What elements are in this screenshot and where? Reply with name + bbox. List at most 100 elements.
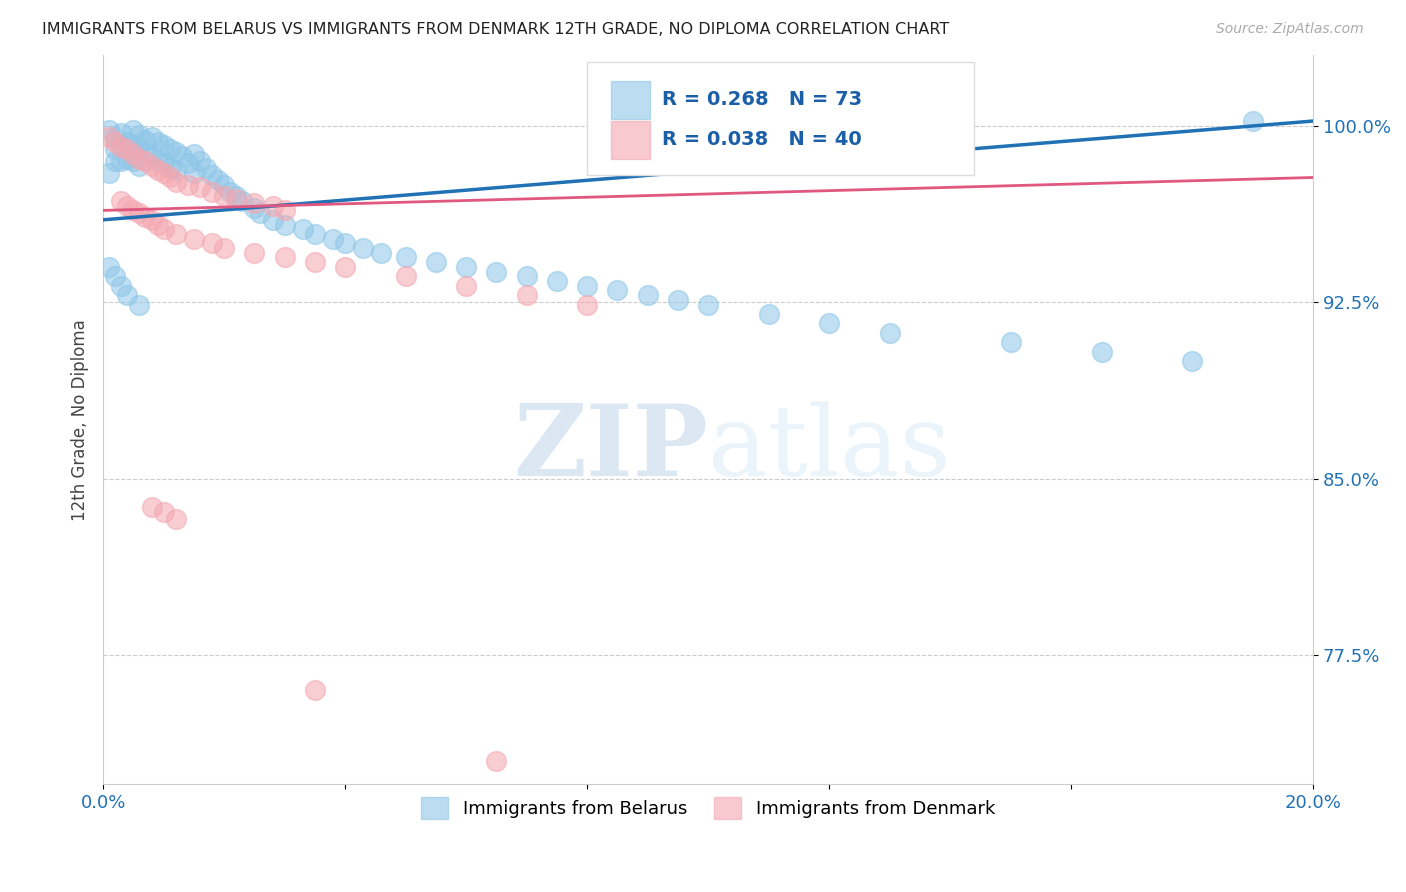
Point	[183, 232, 205, 246]
Point	[249, 206, 271, 220]
Point	[1181, 354, 1204, 368]
Point	[152, 156, 174, 170]
Point	[395, 269, 418, 284]
Point	[122, 153, 145, 168]
Point	[110, 126, 132, 140]
Point	[104, 153, 127, 168]
Point	[117, 135, 139, 149]
Point	[485, 754, 508, 768]
Point	[141, 212, 163, 227]
Point	[304, 683, 326, 698]
Point	[128, 159, 150, 173]
Point	[352, 241, 374, 255]
Point	[146, 218, 169, 232]
Point	[201, 236, 224, 251]
Point	[1000, 335, 1022, 350]
Point	[576, 297, 599, 311]
Point	[818, 316, 841, 330]
Point	[485, 264, 508, 278]
Point	[322, 232, 344, 246]
Text: R = 0.038   N = 40: R = 0.038 N = 40	[662, 130, 862, 149]
Point	[141, 500, 163, 514]
Point	[110, 137, 132, 152]
Point	[576, 278, 599, 293]
Point	[212, 189, 235, 203]
Point	[516, 288, 538, 302]
Point	[104, 142, 127, 156]
Point	[262, 199, 284, 213]
Legend: Immigrants from Belarus, Immigrants from Denmark: Immigrants from Belarus, Immigrants from…	[413, 790, 1002, 827]
Point	[177, 178, 200, 192]
Point	[183, 166, 205, 180]
Point	[177, 156, 200, 170]
Point	[152, 504, 174, 518]
Point	[117, 288, 139, 302]
Point	[212, 241, 235, 255]
Point	[165, 163, 187, 178]
Point	[212, 178, 235, 192]
Point	[291, 222, 314, 236]
Point	[128, 128, 150, 142]
Text: atlas: atlas	[709, 401, 950, 497]
Point	[104, 135, 127, 149]
Point	[110, 153, 132, 168]
Point	[201, 185, 224, 199]
Point	[225, 189, 247, 203]
Y-axis label: 12th Grade, No Diploma: 12th Grade, No Diploma	[72, 319, 89, 521]
Point	[128, 142, 150, 156]
Point	[117, 199, 139, 213]
Point	[146, 153, 169, 168]
Point	[243, 196, 266, 211]
Point	[370, 245, 392, 260]
Point	[128, 206, 150, 220]
Point	[117, 152, 139, 166]
Point	[243, 245, 266, 260]
Point	[98, 123, 121, 137]
Point	[152, 137, 174, 152]
Point	[122, 203, 145, 218]
FancyBboxPatch shape	[612, 120, 650, 159]
FancyBboxPatch shape	[588, 62, 974, 176]
Text: Source: ZipAtlas.com: Source: ZipAtlas.com	[1216, 22, 1364, 37]
Point	[333, 260, 356, 274]
Point	[546, 274, 568, 288]
Point	[110, 140, 132, 154]
Point	[207, 173, 229, 187]
Point	[195, 161, 218, 175]
Point	[273, 218, 295, 232]
Point	[134, 147, 156, 161]
FancyBboxPatch shape	[612, 80, 650, 119]
Point	[219, 185, 242, 199]
Point	[1241, 114, 1264, 128]
Point	[183, 147, 205, 161]
Point	[606, 284, 628, 298]
Point	[165, 511, 187, 525]
Point	[104, 130, 127, 145]
Point	[128, 297, 150, 311]
Text: IMMIGRANTS FROM BELARUS VS IMMIGRANTS FROM DENMARK 12TH GRADE, NO DIPLOMA CORREL: IMMIGRANTS FROM BELARUS VS IMMIGRANTS FR…	[42, 22, 949, 37]
Point	[98, 130, 121, 145]
Point	[243, 201, 266, 215]
Point	[697, 297, 720, 311]
Point	[170, 149, 193, 163]
Point	[152, 222, 174, 236]
Point	[122, 123, 145, 137]
Point	[637, 288, 659, 302]
Point	[758, 307, 780, 321]
Point	[1090, 344, 1112, 359]
Point	[165, 145, 187, 159]
Point	[141, 130, 163, 145]
Point	[516, 269, 538, 284]
Point	[225, 192, 247, 206]
Point	[98, 260, 121, 274]
Point	[152, 166, 174, 180]
Point	[456, 260, 478, 274]
Point	[110, 194, 132, 208]
Point	[141, 159, 163, 173]
Point	[879, 326, 901, 340]
Point	[146, 163, 169, 178]
Point	[666, 293, 689, 307]
Point	[159, 161, 181, 175]
Point	[134, 211, 156, 225]
Point	[159, 170, 181, 185]
